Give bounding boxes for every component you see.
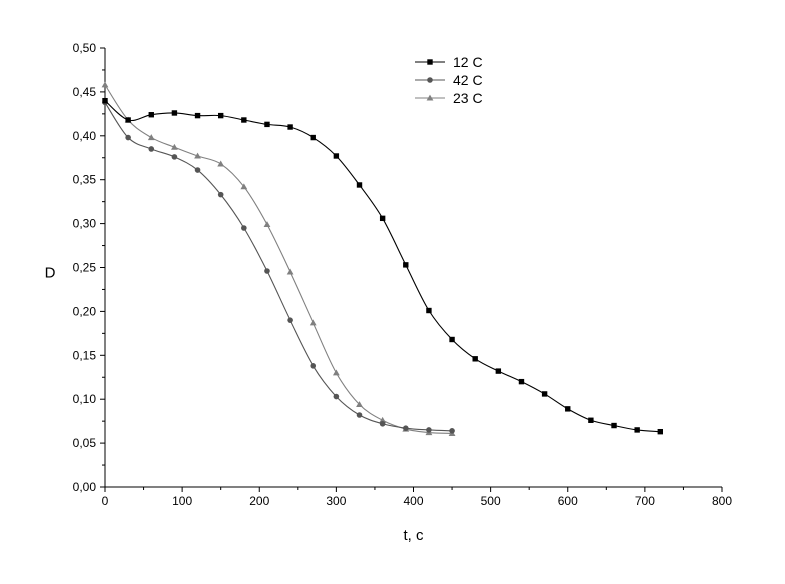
x-tick-label: 200 <box>249 494 269 508</box>
data-point <box>426 307 432 314</box>
plot-area <box>101 81 663 436</box>
data-point <box>379 420 386 427</box>
data-point <box>449 428 455 434</box>
x-tick-label: 700 <box>635 494 655 508</box>
data-point <box>217 160 225 167</box>
data-point <box>333 153 340 159</box>
data-point <box>356 182 363 188</box>
data-point <box>495 368 502 374</box>
y-axis-title: D <box>45 265 56 282</box>
data-point <box>241 117 247 123</box>
data-point <box>333 393 340 400</box>
data-point <box>171 154 178 160</box>
x-tick-label: 800 <box>712 494 732 508</box>
y-tick-label: 0,10 <box>73 392 97 406</box>
data-point <box>310 134 316 141</box>
data-point <box>263 221 271 228</box>
y-tick-label: 0,40 <box>73 129 97 143</box>
data-point <box>332 369 340 376</box>
data-point <box>264 268 270 274</box>
data-point <box>125 134 131 141</box>
legend-marker <box>426 94 434 101</box>
data-point <box>657 428 663 435</box>
data-point <box>101 81 109 88</box>
legend-entry: 42 C <box>415 72 483 88</box>
data-point <box>102 97 108 104</box>
series-line <box>104 84 453 434</box>
data-point <box>472 356 478 362</box>
data-point <box>194 152 201 159</box>
data-point <box>148 112 154 118</box>
x-tick-label: 500 <box>481 494 501 508</box>
data-point <box>402 425 409 431</box>
series-line <box>104 102 453 432</box>
x-tick-label: 600 <box>558 494 578 508</box>
data-point <box>171 143 178 150</box>
x-tick-label: 0 <box>102 494 109 508</box>
data-point <box>541 391 548 397</box>
legend-label: 42 C <box>453 72 483 88</box>
x-tick-label: 300 <box>326 494 346 508</box>
data-point <box>217 112 224 119</box>
y-tick-label: 0,35 <box>73 173 97 187</box>
data-point <box>264 121 270 128</box>
data-point <box>217 191 224 198</box>
data-point <box>426 427 432 433</box>
legend-marker <box>427 77 433 83</box>
legend-entry: 12 C <box>415 54 483 70</box>
legend-label: 12 C <box>453 54 483 70</box>
data-point <box>379 215 386 222</box>
y-tick-label: 0,20 <box>73 304 97 318</box>
y-axis: 0,00 0,05 0,10 0,15 0,20 0,25 0,30 0,35 0,40 0,45… <box>73 41 105 494</box>
x-tick-label: 400 <box>403 494 423 508</box>
y-tick-label: 0,05 <box>73 436 97 450</box>
y-tick-label: 0,30 <box>73 217 97 231</box>
data-point <box>147 134 155 141</box>
data-point <box>565 406 571 412</box>
legend-marker <box>427 59 433 65</box>
legend-label: 23 C <box>453 90 483 106</box>
y-tick-label: 0,15 <box>73 348 97 362</box>
x-axis-title: t, c <box>403 527 424 544</box>
y-tick-label: 0,45 <box>73 85 97 99</box>
data-point <box>148 146 155 152</box>
data-point <box>611 422 617 429</box>
data-point <box>171 110 178 116</box>
data-point <box>403 262 409 268</box>
data-point <box>240 183 248 190</box>
series-42-c <box>102 99 455 434</box>
data-point <box>588 417 594 423</box>
data-point <box>287 317 293 323</box>
y-tick-label: 0,00 <box>73 480 97 494</box>
data-point <box>241 225 247 231</box>
series-12-c <box>102 97 663 435</box>
data-point <box>194 167 201 173</box>
data-point <box>449 336 455 343</box>
data-point <box>287 124 293 130</box>
legend-entry: 23 C <box>415 90 483 106</box>
data-point <box>356 412 363 418</box>
x-axis: 0 100 200 300 400 500 600 700 800 <box>102 487 732 508</box>
data-point <box>286 268 294 275</box>
data-point <box>379 416 387 423</box>
legend: 12 C 42 C 23 C <box>415 54 483 106</box>
data-point <box>125 117 131 123</box>
y-tick-label: 0,50 <box>73 41 97 55</box>
y-tick-label: 0,25 <box>73 261 97 275</box>
series-line <box>104 100 661 433</box>
data-point <box>194 112 201 119</box>
data-point <box>634 427 640 433</box>
data-point <box>309 319 317 326</box>
data-point <box>310 363 317 369</box>
data-point <box>356 401 363 408</box>
x-tick-label: 100 <box>172 494 192 508</box>
data-point <box>518 378 525 385</box>
